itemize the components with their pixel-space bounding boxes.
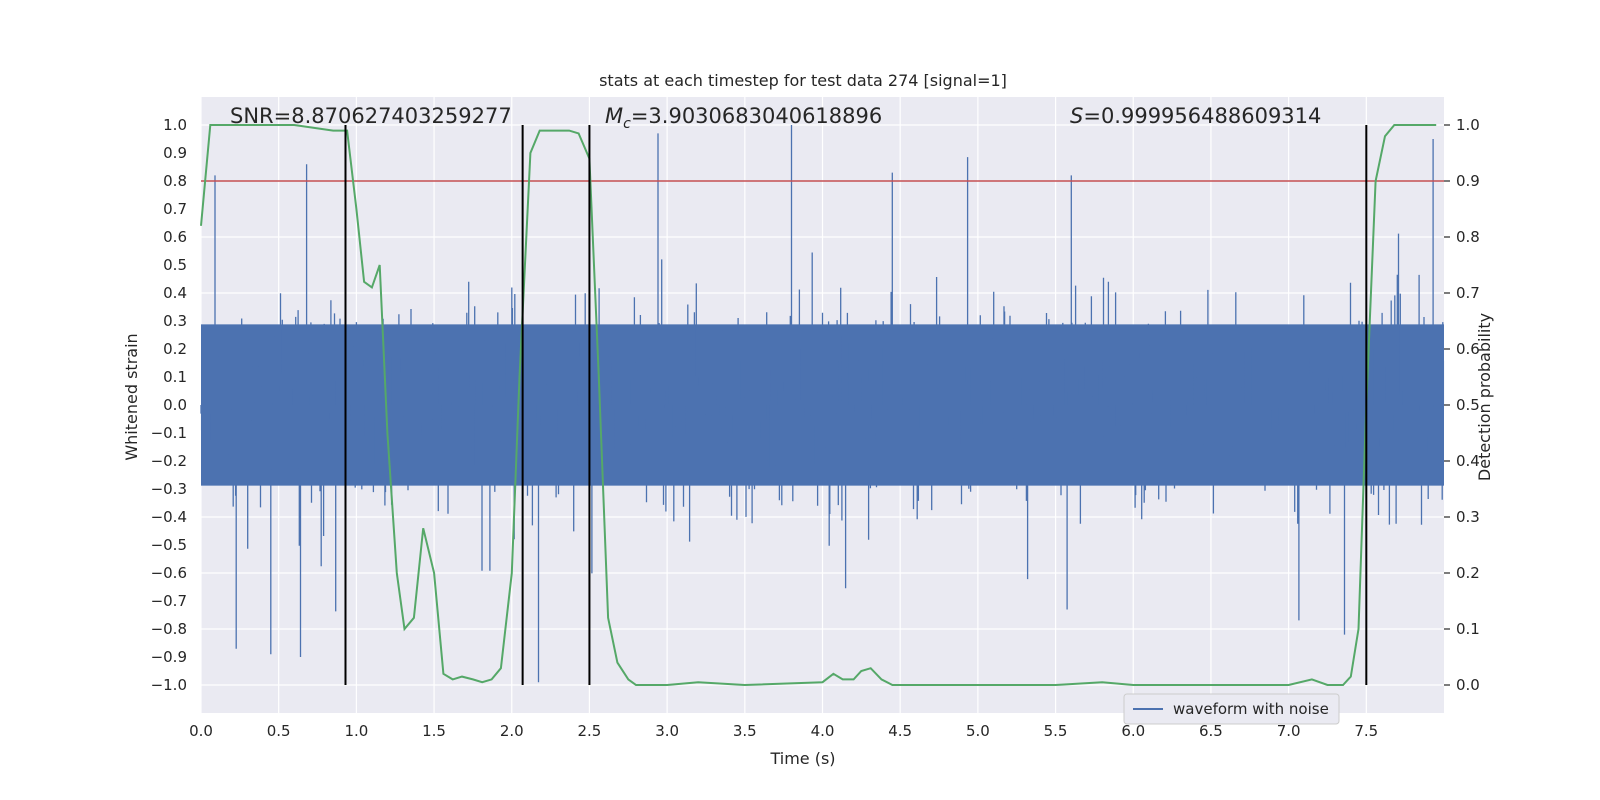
chirp-mass-subscript: c bbox=[623, 116, 631, 132]
y-tick-label: 0.2 bbox=[163, 340, 187, 358]
y-tick-label: 0.3 bbox=[163, 312, 187, 330]
x-axis-ticks: 0.0 0.5 1.0 1.5 2.0 2.5 3.0 3.5 4.0 4.5 5.0 5.5 6.0 6… bbox=[189, 722, 1378, 740]
y-tick-label: −1.0 bbox=[151, 676, 187, 694]
x-tick-label: 5.0 bbox=[966, 722, 990, 740]
legend: waveform with noise bbox=[1123, 693, 1340, 725]
y2-tick-label: 0.4 bbox=[1456, 452, 1480, 470]
y-axis-label: Whitened strain bbox=[122, 333, 141, 460]
chirp-mass-symbol: M bbox=[605, 104, 623, 128]
y-tick-label: 1.0 bbox=[163, 116, 187, 134]
y-tick-label: −0.4 bbox=[151, 508, 187, 526]
x-axis-label: Time (s) bbox=[769, 749, 835, 768]
x-tick-label: 2.0 bbox=[500, 722, 524, 740]
y2-tick-label: 0.1 bbox=[1456, 620, 1480, 638]
y-tick-label: −0.3 bbox=[151, 480, 187, 498]
x-tick-label: 4.5 bbox=[888, 722, 912, 740]
x-tick-label: 0.0 bbox=[189, 722, 213, 740]
y2-tick-label: 0.6 bbox=[1456, 340, 1480, 358]
y-tick-label: −0.7 bbox=[151, 592, 187, 610]
x-tick-label: 3.0 bbox=[655, 722, 679, 740]
waveform-line bbox=[200, 125, 1445, 683]
probability-series-group bbox=[200, 124, 1437, 687]
y2-tick-label: 0.9 bbox=[1456, 172, 1480, 190]
y-tick-label: 0.5 bbox=[163, 256, 187, 274]
y-tick-label: −0.6 bbox=[151, 564, 187, 582]
x-tick-label: 2.5 bbox=[578, 722, 602, 740]
waveform-series bbox=[200, 125, 1445, 683]
y-tick-label: 0.6 bbox=[163, 228, 187, 246]
x-tick-label: 1.0 bbox=[344, 722, 368, 740]
y-tick-label: −0.5 bbox=[151, 536, 187, 554]
chirp-mass-value: =3.9030683040618896 bbox=[631, 104, 882, 128]
y2-tick-label: 0.5 bbox=[1456, 396, 1480, 414]
x-tick-label: 4.0 bbox=[811, 722, 835, 740]
x-tick-label: 3.5 bbox=[733, 722, 757, 740]
y-tick-label: −0.9 bbox=[151, 648, 187, 666]
s-symbol: S bbox=[1070, 104, 1083, 128]
snr-annotation: SNR=8.870627403259277 bbox=[230, 104, 512, 128]
y-tick-label: −0.2 bbox=[151, 452, 187, 470]
y-tick-label: 0.1 bbox=[163, 368, 187, 386]
y2-tick-label: 0.2 bbox=[1456, 564, 1480, 582]
y-tick-label: 0.0 bbox=[163, 396, 187, 414]
y-axis-ticks: −1.0 −0.9 −0.8 −0.7 −0.6 −0.5 −0.4 −0.3 −0.2 −0.1… bbox=[151, 116, 187, 694]
y-tick-label: 0.4 bbox=[163, 284, 187, 302]
x-tick-label: 6.0 bbox=[1121, 722, 1145, 740]
x-tick-label: 1.5 bbox=[422, 722, 446, 740]
y-tick-label: 0.8 bbox=[163, 172, 187, 190]
y2-tick-label: 0.7 bbox=[1456, 284, 1480, 302]
y2-tick-label: 0.0 bbox=[1456, 676, 1480, 694]
s-value: =0.999956488609314 bbox=[1083, 104, 1321, 128]
x-tick-label: 0.5 bbox=[267, 722, 291, 740]
chirp-mass-annotation: Mc=3.9030683040618896 bbox=[605, 104, 882, 132]
y-tick-label: 0.7 bbox=[163, 200, 187, 218]
y-tick-label: −0.1 bbox=[151, 424, 187, 442]
y2-tick-label: 0.3 bbox=[1456, 508, 1480, 526]
x-tick-label: 6.5 bbox=[1199, 722, 1223, 740]
y2-axis-label: Detection probability bbox=[1475, 313, 1494, 481]
x-tick-label: 7.0 bbox=[1277, 722, 1301, 740]
y2-tick-label: 1.0 bbox=[1456, 116, 1480, 134]
y2-tick-label: 0.8 bbox=[1456, 228, 1480, 246]
s-annotation: S=0.999956488609314 bbox=[1070, 104, 1321, 128]
chart-title: stats at each timestep for test data 274… bbox=[599, 71, 1007, 90]
y2-axis-ticks: 0.0 0.1 0.2 0.3 0.4 0.5 0.6 0.7 0.8 0.9 1.0 bbox=[1444, 116, 1480, 694]
y-tick-label: 0.9 bbox=[163, 144, 187, 162]
x-tick-label: 5.5 bbox=[1044, 722, 1068, 740]
legend-label: waveform with noise bbox=[1173, 700, 1329, 718]
event-lines bbox=[344, 125, 1368, 685]
y-tick-label: −0.8 bbox=[151, 620, 187, 638]
x-tick-label: 7.5 bbox=[1354, 722, 1378, 740]
detection-probability-line bbox=[200, 124, 1437, 687]
legend-box bbox=[1123, 693, 1340, 725]
